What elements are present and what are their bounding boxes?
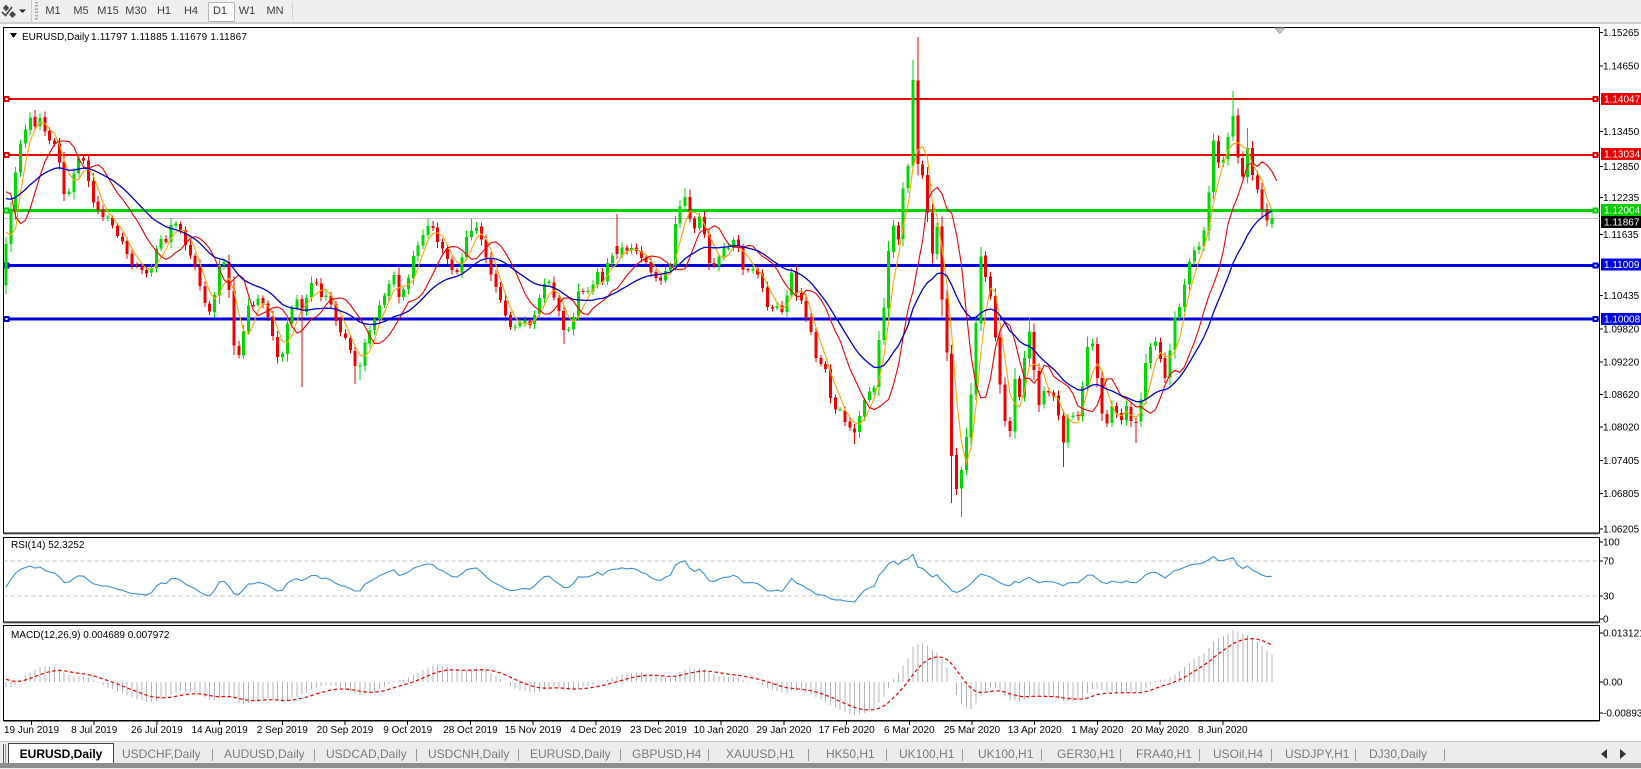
svg-text:25 Mar 2020: 25 Mar 2020 [944,725,1001,736]
svg-text:20 Sep 2019: 20 Sep 2019 [317,725,374,736]
svg-text:23 Dec 2019: 23 Dec 2019 [630,725,687,736]
svg-text:1.14650: 1.14650 [1603,62,1640,73]
svg-text:1.06805: 1.06805 [1603,489,1640,500]
svg-text:1.11009: 1.11009 [1604,260,1640,271]
svg-text:EURUSD,Daily: EURUSD,Daily [22,32,89,43]
svg-text:14 Aug 2019: 14 Aug 2019 [192,725,249,736]
svg-text:1.13034: 1.13034 [1604,150,1641,161]
svg-text:0.00: 0.00 [1603,678,1623,689]
svg-text:1.09820: 1.09820 [1603,325,1640,336]
svg-text:0: 0 [1603,614,1609,625]
svg-text:70: 70 [1603,557,1615,568]
svg-text:1.14047: 1.14047 [1604,94,1641,105]
svg-text:26 Jul 2019: 26 Jul 2019 [131,725,183,736]
svg-text:17 Feb 2020: 17 Feb 2020 [819,725,876,736]
svg-text:100: 100 [1603,538,1620,549]
svg-text:1.10008: 1.10008 [1604,314,1641,325]
svg-text:1.06205: 1.06205 [1603,525,1640,536]
svg-text:8 Jul 2019: 8 Jul 2019 [71,725,118,736]
svg-text:1.08620: 1.08620 [1603,390,1640,401]
svg-text:0.013121: 0.013121 [1603,629,1641,640]
svg-text:19 Jun 2019: 19 Jun 2019 [4,725,59,736]
svg-text:6 Mar 2020: 6 Mar 2020 [884,725,935,736]
svg-text:2 Sep 2019: 2 Sep 2019 [257,725,309,736]
svg-text:20 May 2020: 20 May 2020 [1131,725,1189,736]
svg-text:4 Dec 2019: 4 Dec 2019 [570,725,622,736]
svg-text:-0.008933: -0.008933 [1603,709,1641,720]
svg-text:1.11797 1.11885 1.11679 1.1186: 1.11797 1.11885 1.11679 1.11867 [91,32,247,43]
svg-text:RSI(14) 52.3252: RSI(14) 52.3252 [11,540,85,551]
svg-text:1.07405: 1.07405 [1603,456,1640,467]
svg-text:1.12004: 1.12004 [1604,206,1641,217]
svg-text:9 Oct 2019: 9 Oct 2019 [383,725,432,736]
svg-text:1.12235: 1.12235 [1603,193,1640,204]
svg-text:13 Apr 2020: 13 Apr 2020 [1008,725,1062,736]
svg-text:1.15265: 1.15265 [1603,28,1640,39]
svg-text:1 May 2020: 1 May 2020 [1071,725,1124,736]
svg-text:1.11635: 1.11635 [1603,230,1639,241]
svg-text:1.09220: 1.09220 [1603,357,1640,368]
svg-text:1.10435: 1.10435 [1603,291,1640,302]
svg-text:1.08020: 1.08020 [1603,423,1640,434]
svg-text:28 Oct 2019: 28 Oct 2019 [443,725,498,736]
svg-text:1.13450: 1.13450 [1603,127,1640,138]
svg-text:29 Jan 2020: 29 Jan 2020 [756,725,811,736]
svg-text:8 Jun 2020: 8 Jun 2020 [1198,725,1248,736]
svg-text:1.12850: 1.12850 [1603,162,1640,173]
svg-text:30: 30 [1603,592,1615,603]
svg-text:1.11867: 1.11867 [1604,218,1640,229]
svg-text:10 Jan 2020: 10 Jan 2020 [694,725,749,736]
svg-text:15 Nov 2019: 15 Nov 2019 [505,725,562,736]
svg-text:MACD(12,26,9) 0.004689 0.00797: MACD(12,26,9) 0.004689 0.007972 [11,630,170,641]
